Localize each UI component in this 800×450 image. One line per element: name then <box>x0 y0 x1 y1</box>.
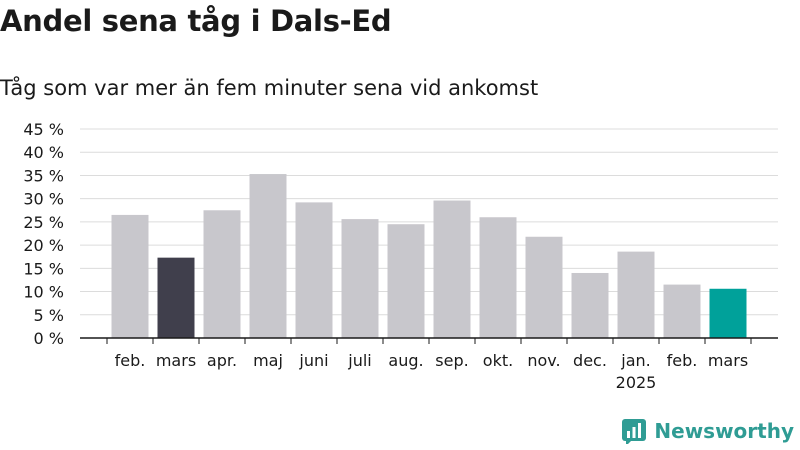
bar <box>341 219 379 338</box>
bar <box>203 210 241 338</box>
x-tick-label: jan. <box>620 351 650 370</box>
bar <box>617 251 655 338</box>
y-tick-label: 30 % <box>23 190 64 209</box>
y-tick-label: 45 % <box>23 120 64 139</box>
y-tick-label: 20 % <box>23 236 64 255</box>
bar <box>433 200 471 338</box>
y-tick-label: 15 % <box>23 259 64 278</box>
x-tick-label: juni <box>298 351 328 370</box>
y-axis-ticks: 0 % 5 % 10 % 15 % 20 % 25 % 30 % 35 % 40 % 45 % <box>23 120 64 348</box>
x-tick-label: apr. <box>207 351 237 370</box>
bar <box>249 174 287 338</box>
bar <box>709 288 747 338</box>
bar <box>479 217 517 338</box>
x-tick-label: sep. <box>435 351 468 370</box>
newsworthy-logo-icon <box>622 419 647 444</box>
bar <box>111 214 149 338</box>
x-tick-label: okt. <box>483 351 513 370</box>
brand-name: Newsworthy <box>654 419 794 443</box>
bar <box>571 272 609 338</box>
x-tick-label: mars <box>708 351 748 370</box>
y-tick-label: 10 % <box>23 283 64 302</box>
grid-lines <box>80 128 778 316</box>
y-tick-label: 40 % <box>23 143 64 162</box>
y-tick-label: 0 % <box>34 329 64 348</box>
x-tick-label: mars <box>156 351 196 370</box>
x-tick-label: aug. <box>388 351 423 370</box>
bar <box>387 224 425 338</box>
x-tick-label: dec. <box>573 351 607 370</box>
y-tick-label: 5 % <box>34 306 64 325</box>
bar <box>157 257 195 338</box>
chart-subtitle: Tåg som var mer än fem minuter sena vid … <box>0 76 539 100</box>
brand-logo: Newsworthy <box>621 418 794 444</box>
y-tick-label: 25 % <box>23 213 64 232</box>
x-tick-label: maj <box>253 351 283 370</box>
bar <box>295 202 333 338</box>
bars <box>111 174 747 338</box>
x-tick-label: juli <box>347 351 371 370</box>
x-year-label: 2025 <box>616 373 657 392</box>
chart-title: Andel sena tåg i Dals-Ed <box>0 4 392 38</box>
x-tick-label: feb. <box>115 351 146 370</box>
x-axis-ticks: feb. mars apr. maj juni juli aug. sep. okt. nov. d… <box>106 338 752 392</box>
bar <box>525 236 563 338</box>
bar <box>663 284 701 338</box>
x-tick-label: nov. <box>527 351 560 370</box>
x-tick-label: feb. <box>667 351 698 370</box>
y-tick-label: 35 % <box>23 166 64 185</box>
